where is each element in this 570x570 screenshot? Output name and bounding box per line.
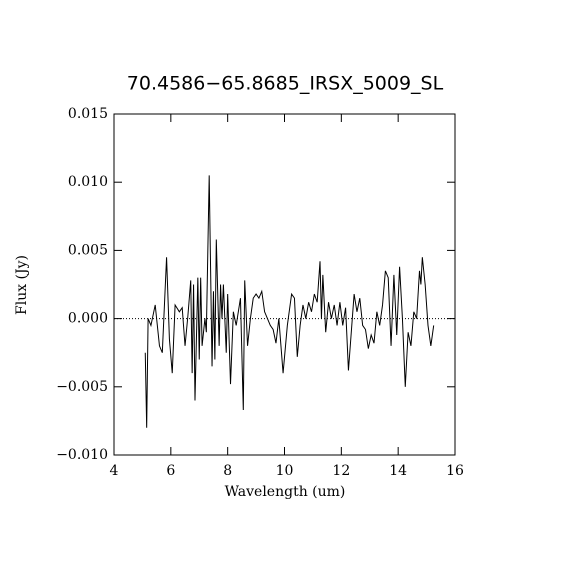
x-tick-label: 4 [110, 463, 119, 479]
x-axis-label: Wavelength (um) [225, 484, 346, 500]
y-tick-label: −0.010 [56, 447, 108, 463]
y-tick-label: 0.010 [68, 174, 108, 190]
y-tick-label: 0.005 [68, 242, 108, 258]
x-tick-label: 16 [446, 463, 464, 479]
spectrum-line [144, 175, 435, 428]
x-tick-label: 14 [389, 463, 407, 479]
x-tick-label: 10 [276, 463, 294, 479]
x-tick-label: 12 [332, 463, 350, 479]
y-tick-label: −0.005 [56, 379, 108, 395]
chart-title: 70.4586−65.8685_IRSX_5009_SL [127, 73, 444, 95]
x-tick-label: 8 [223, 463, 232, 479]
y-tick-label: 0.000 [68, 311, 108, 327]
y-tick-label: 0.015 [68, 106, 108, 122]
y-axis-label: Flux (Jy) [14, 255, 30, 315]
x-tick-label: 6 [166, 463, 175, 479]
